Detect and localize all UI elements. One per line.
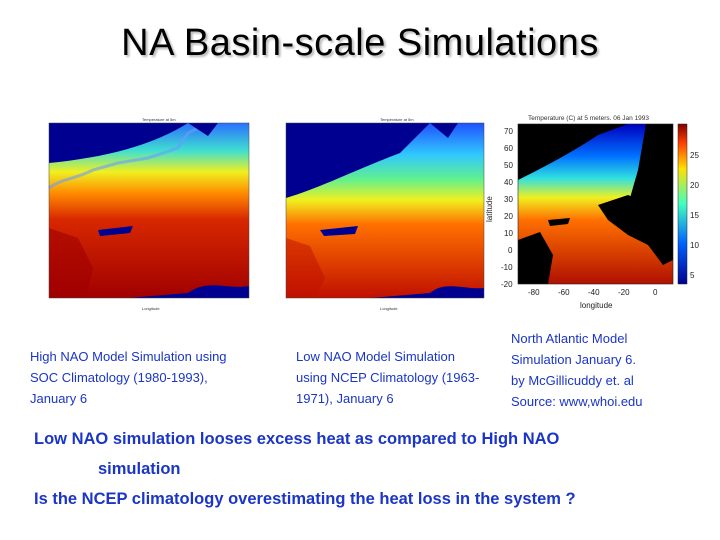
whoi-caption-line-1: North Atlantic Model (511, 331, 628, 346)
whoi-caption-line-3: by McGillicuddy et. al (511, 373, 634, 388)
statement-line-1: Low NAO simulation looses excess heat as… (34, 430, 560, 448)
y-tick-neg10: -10 (501, 263, 513, 272)
x-tick-neg20: -20 (618, 288, 630, 297)
whoi-caption-line-4: Source: www,whoi.edu (511, 394, 643, 409)
high-nao-caption: High NAO Model Simulation using SOC Clim… (30, 346, 260, 409)
right-map-title: Temperature (C) at 5 meters. 06 Jan 1993 (528, 115, 649, 122)
high-nao-caption-line-3: January 6 (30, 391, 88, 406)
y-tick-10: 10 (504, 229, 513, 238)
slide-title: NA Basin-scale Simulations (121, 22, 599, 64)
statement-line-2: simulation (98, 460, 181, 478)
x-axis-label: longitude (580, 301, 613, 310)
colorbar-tick-5: 5 (690, 271, 695, 280)
y-tick-0: 0 (508, 246, 513, 255)
question-line: Is the NCEP climatology overestimating t… (34, 490, 576, 508)
y-tick-70: 70 (504, 127, 513, 136)
colorbar-tick-25: 25 (690, 151, 699, 160)
colorbar-tick-10: 10 (690, 241, 699, 250)
high-nao-caption-line-2: SOC Climatology (1980-1993), (30, 370, 208, 385)
svg-text:Temperature at 5m: Temperature at 5m (142, 118, 176, 122)
low-nao-caption: Low NAO Model Simulation using NCEP Clim… (296, 346, 506, 409)
y-tick-neg20: -20 (501, 280, 513, 289)
x-tick-0: 0 (653, 288, 658, 297)
y-tick-60: 60 (504, 144, 513, 153)
whoi-model-map: Temperature (C) at 5 meters. 06 Jan 1993… (478, 110, 718, 318)
x-tick-neg60: -60 (558, 288, 570, 297)
low-nao-caption-line-2: using NCEP Climatology (1963- (296, 370, 480, 385)
low-nao-map: Temperature at 5m Longitude (280, 118, 490, 312)
y-tick-40: 40 (504, 178, 513, 187)
x-tick-neg40: -40 (588, 288, 600, 297)
high-nao-map: Temperature at 5m Longitude (38, 118, 254, 312)
svg-text:Temperature at 5m: Temperature at 5m (380, 118, 414, 122)
svg-text:Longitude: Longitude (142, 306, 160, 311)
whoi-caption-line-2: Simulation January 6. (511, 352, 637, 367)
svg-text:Longitude: Longitude (380, 306, 398, 311)
low-nao-caption-line-3: 1971), January 6 (296, 391, 394, 406)
y-axis-label: latitude (485, 196, 494, 222)
colorbar-tick-20: 20 (690, 181, 699, 190)
y-tick-30: 30 (504, 195, 513, 204)
y-tick-20: 20 (504, 212, 513, 221)
y-tick-50: 50 (504, 161, 513, 170)
high-nao-caption-line-1: High NAO Model Simulation using (30, 349, 227, 364)
low-nao-caption-line-1: Low NAO Model Simulation (296, 349, 455, 364)
colorbar-tick-15: 15 (690, 211, 699, 220)
whoi-caption: North Atlantic Model Simulation January … (511, 328, 711, 412)
x-tick-neg80: -80 (528, 288, 540, 297)
